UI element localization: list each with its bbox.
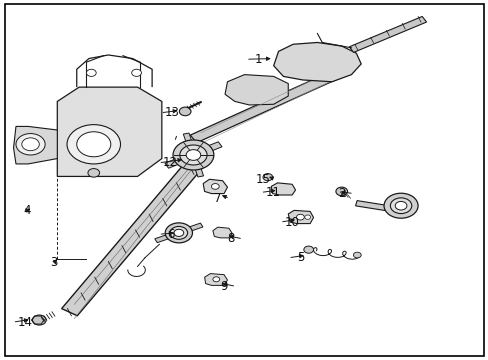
Text: 7: 7: [214, 192, 221, 205]
Circle shape: [394, 202, 406, 210]
Text: 9: 9: [220, 280, 227, 293]
Circle shape: [22, 138, 39, 151]
Polygon shape: [57, 87, 162, 176]
Polygon shape: [183, 133, 196, 156]
Circle shape: [179, 107, 191, 116]
Circle shape: [304, 215, 310, 219]
Circle shape: [88, 168, 100, 177]
Circle shape: [86, 69, 96, 76]
Polygon shape: [155, 231, 180, 243]
Circle shape: [389, 198, 411, 213]
Text: 14: 14: [17, 316, 32, 329]
Polygon shape: [355, 201, 386, 211]
Polygon shape: [190, 154, 203, 177]
Circle shape: [383, 193, 417, 218]
Polygon shape: [14, 126, 57, 164]
Circle shape: [263, 174, 272, 181]
Circle shape: [335, 187, 347, 196]
Text: 13: 13: [165, 106, 180, 120]
Polygon shape: [203, 179, 227, 194]
Text: 8: 8: [227, 233, 234, 246]
Polygon shape: [164, 153, 195, 168]
Circle shape: [32, 315, 46, 325]
Polygon shape: [348, 17, 426, 53]
Polygon shape: [224, 75, 287, 105]
Text: 11: 11: [264, 186, 280, 199]
Polygon shape: [61, 148, 213, 316]
Text: 2: 2: [337, 187, 345, 200]
Text: 5: 5: [296, 251, 304, 264]
Polygon shape: [204, 274, 227, 285]
Circle shape: [67, 125, 120, 164]
Circle shape: [353, 252, 361, 258]
Text: 4: 4: [23, 204, 30, 217]
Circle shape: [174, 229, 183, 237]
Circle shape: [186, 150, 201, 160]
Circle shape: [170, 226, 187, 239]
Circle shape: [165, 223, 192, 243]
Text: 15: 15: [255, 173, 270, 186]
Text: 1: 1: [254, 53, 262, 66]
Circle shape: [211, 184, 219, 189]
Text: 12: 12: [163, 156, 178, 169]
Circle shape: [303, 246, 313, 253]
Polygon shape: [190, 64, 354, 143]
Text: 6: 6: [166, 228, 174, 241]
Circle shape: [212, 277, 219, 282]
Polygon shape: [273, 42, 361, 82]
Circle shape: [180, 145, 206, 165]
Polygon shape: [191, 142, 222, 158]
Polygon shape: [287, 210, 313, 224]
Circle shape: [296, 214, 304, 220]
Circle shape: [77, 132, 111, 157]
Circle shape: [173, 140, 213, 170]
Circle shape: [131, 69, 141, 76]
Polygon shape: [271, 183, 295, 195]
Polygon shape: [31, 316, 44, 324]
Circle shape: [16, 134, 45, 155]
Text: 10: 10: [284, 216, 299, 229]
Polygon shape: [212, 227, 232, 238]
Polygon shape: [177, 223, 203, 235]
Text: 3: 3: [50, 256, 58, 269]
